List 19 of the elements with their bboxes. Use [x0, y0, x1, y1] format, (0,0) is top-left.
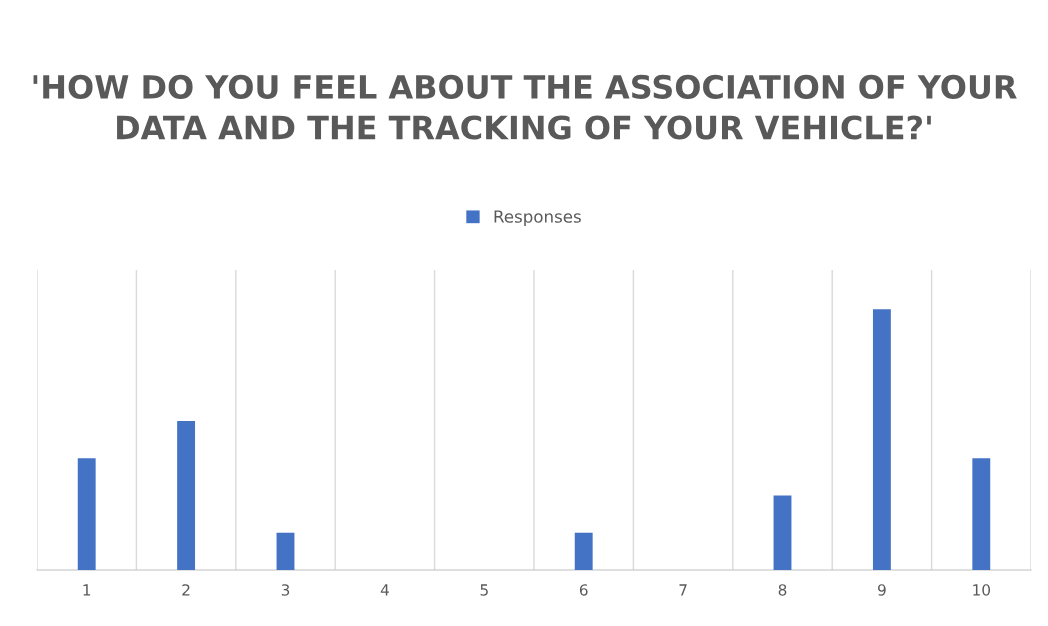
bar: [177, 420, 196, 570]
bar: [972, 458, 991, 570]
x-tick-label: 4: [380, 584, 389, 596]
x-tick-label: 6: [579, 584, 588, 596]
x-tick-label: 5: [480, 584, 488, 596]
x-tick-label: 3: [281, 584, 290, 596]
x-tick-label: 9: [878, 584, 886, 596]
x-tick-label: 10: [973, 584, 991, 596]
bar: [574, 532, 593, 570]
x-tick-label: 1: [83, 584, 91, 596]
bar: [77, 458, 96, 570]
chart-title: 'HOW DO YOU FEEL ABOUT THE ASSOCIATION OF YOUR DATA AND THE TRACKING OF YOUR VEHICLE?': [33, 74, 1017, 140]
x-tick-label: 7: [679, 584, 687, 596]
bar: [773, 495, 792, 570]
x-tick-label: 8: [778, 584, 787, 596]
bar: [276, 532, 295, 570]
x-tick-label: 2: [182, 584, 190, 596]
legend-label: Responses: [494, 210, 581, 227]
bar: [872, 309, 891, 570]
